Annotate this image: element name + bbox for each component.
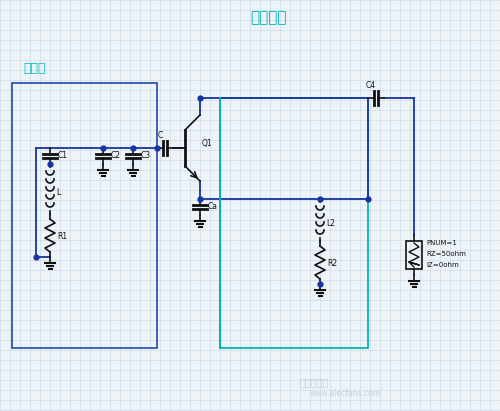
Text: 负阻电路: 负阻电路 xyxy=(250,10,286,25)
Text: R1: R1 xyxy=(57,231,67,240)
Text: C4: C4 xyxy=(366,81,376,90)
Text: RZ=50ohm: RZ=50ohm xyxy=(426,251,466,257)
Text: C: C xyxy=(158,131,162,140)
Text: 谐振器: 谐振器 xyxy=(23,62,46,75)
Bar xyxy=(406,241,422,269)
Bar xyxy=(220,98,368,348)
Text: L2: L2 xyxy=(326,219,335,228)
Text: C1: C1 xyxy=(58,150,68,159)
Bar xyxy=(12,83,157,348)
Text: R2: R2 xyxy=(327,259,337,268)
Text: Q1: Q1 xyxy=(202,139,212,148)
Text: IZ=0ohm: IZ=0ohm xyxy=(426,262,459,268)
Text: C3: C3 xyxy=(141,150,151,159)
Text: PNUM=1: PNUM=1 xyxy=(426,240,457,246)
Text: C2: C2 xyxy=(111,150,121,159)
Text: L: L xyxy=(56,187,60,196)
Text: 电子发烧友: 电子发烧友 xyxy=(300,377,330,387)
Text: Ca: Ca xyxy=(208,201,218,210)
Text: www.alecfans.com: www.alecfans.com xyxy=(310,389,381,398)
